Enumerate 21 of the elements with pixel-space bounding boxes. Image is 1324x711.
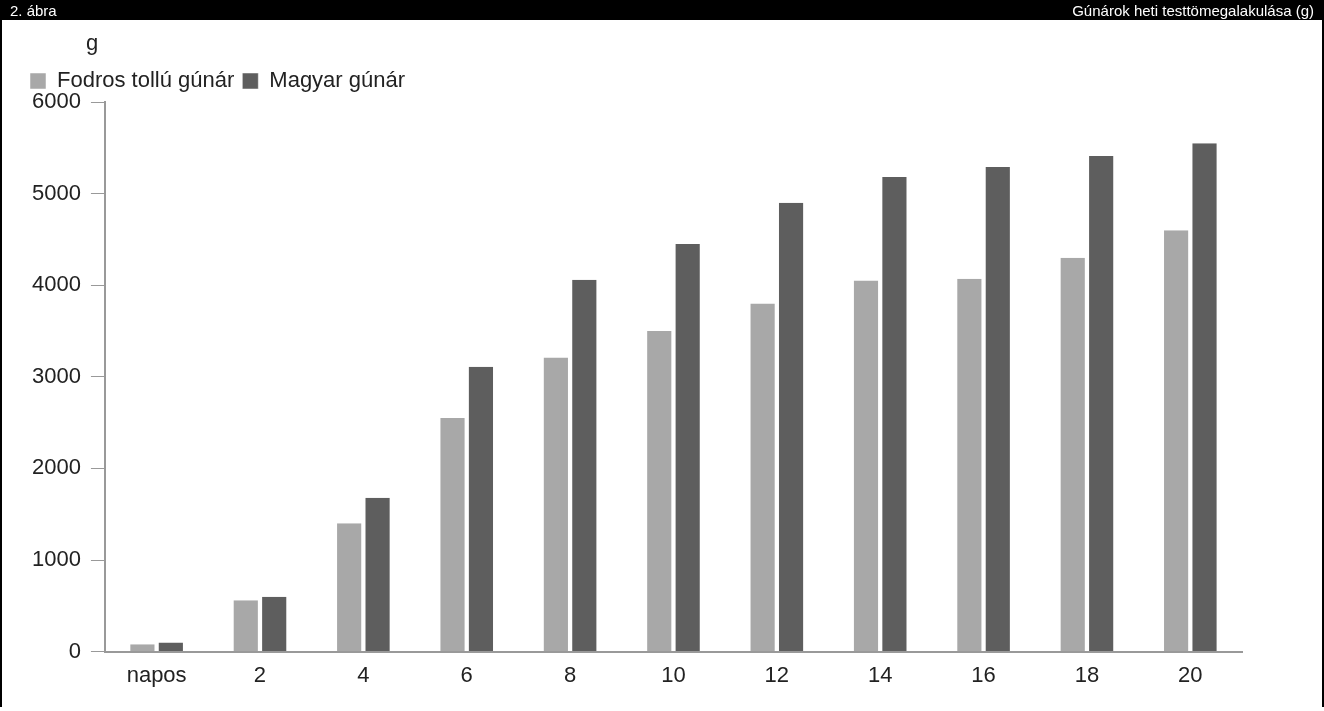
x-tick-label: 16	[971, 661, 996, 687]
y-tick-label: 5000	[31, 179, 81, 205]
x-tick-label: 10	[661, 661, 686, 687]
x-tick-label: napos	[126, 661, 187, 687]
chart-subtitle: Gúnárok heti testtömegalakulása (g)	[1072, 1, 1314, 19]
y-tick-label: 0	[68, 637, 81, 663]
x-tick-label: 4	[357, 661, 370, 687]
y-tick-label: 1000	[31, 546, 81, 572]
x-tick-label: 14	[867, 661, 893, 687]
x-tick-label: 18	[1074, 661, 1100, 687]
y-axis-title: g	[86, 30, 99, 56]
x-tick-label: 8	[563, 661, 577, 687]
x-tick-label: 6	[460, 661, 473, 687]
y-tick-label: 2000	[31, 454, 81, 480]
x-tick-label: 12	[764, 661, 790, 687]
y-tick-label: 3000	[31, 362, 81, 388]
x-tick-label: 2	[253, 661, 267, 687]
y-tick-label: 4000	[31, 271, 81, 297]
legend-label: Magyar gúnár	[269, 67, 406, 93]
chart-title: 2. ábra	[10, 1, 57, 19]
x-tick-label: 20	[1178, 661, 1203, 687]
